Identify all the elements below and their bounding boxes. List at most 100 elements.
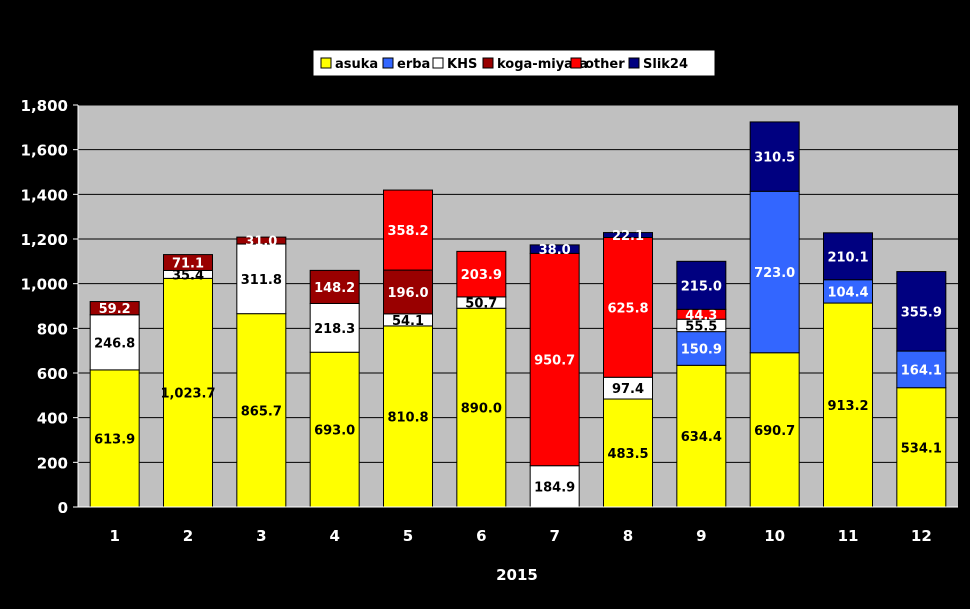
x-tick-label: 2 [183,527,193,545]
data-label: 55.5 [685,319,717,334]
x-tick-label: 11 [838,527,859,545]
data-label: 1,023.7 [160,387,215,402]
data-label: 310.5 [754,151,795,166]
x-axis-title: 2015 [496,566,538,584]
data-label: 71.1 [172,257,204,272]
bar-segment-koga-miyata [383,269,433,315]
bar-segment-slik24 [823,232,873,281]
data-label: 625.8 [607,301,648,316]
data-label: 311.8 [241,273,282,288]
data-label: 865.7 [241,404,282,419]
bar-segment-other [603,237,653,378]
x-tick-label: 6 [476,527,486,545]
legend-entry: other [585,57,625,72]
y-tick-label: 200 [37,454,68,472]
data-label: 44.3 [685,308,717,323]
data-label: 810.8 [387,410,428,425]
bar-segment-koga-miyata [236,236,287,245]
data-label: 534.1 [901,441,942,456]
y-tick-label: 1,800 [21,97,68,115]
y-tick-label: 0 [58,499,68,517]
legend-swatch [320,57,332,69]
x-tick-label: 8 [623,527,633,545]
data-label: 690.7 [754,424,795,439]
bar-segment-other [529,252,580,467]
data-label: 54.1 [392,314,424,329]
data-label: 613.9 [94,432,135,447]
bar-segment-koga-miyata [309,269,360,304]
bar-segment-asuka [309,351,360,508]
data-label: 184.9 [534,480,575,495]
bar-segment-asuka [603,398,653,508]
bar-segment-asuka [456,307,507,508]
data-label: 97.4 [612,382,644,397]
bar-segment-asuka [896,387,947,508]
data-label: 22.1 [612,229,644,244]
y-tick-label: 1,200 [21,231,68,249]
bar-segment-slik24 [749,121,800,192]
data-label: 31.0 [245,235,277,250]
y-tick-label: 400 [37,410,68,428]
y-tick-label: 1,000 [21,276,68,294]
y-tick-label: 1,400 [21,186,68,204]
data-label: 634.4 [681,430,722,445]
x-tick-label: 3 [256,527,266,545]
data-label: 59.2 [99,302,131,317]
bar-segment-slik24 [896,271,947,352]
bar-segment-slik24 [676,260,727,310]
data-label: 693.0 [314,424,355,439]
data-label: 355.9 [901,305,942,320]
legend-entry: KHS [447,57,477,72]
bar-segment-asuka [236,313,287,508]
data-label: 723.0 [754,266,795,281]
data-label: 246.8 [94,336,135,351]
data-label: 150.9 [681,342,722,357]
bar-segment-koga-miyata [163,254,213,271]
bar-segment-slik24 [603,232,653,239]
data-label: 203.9 [461,268,502,283]
bar-segment-asuka [749,352,800,508]
y-tick-label: 1,600 [21,142,68,160]
y-tick-label: 800 [37,320,68,338]
legend-swatch [432,57,444,69]
data-label: 913.2 [827,399,868,414]
bar-segment-asuka [823,302,873,508]
y-tick-label: 600 [37,365,68,383]
x-tick-label: 4 [329,527,339,545]
bar-segment-erba [676,331,727,366]
plot-area [78,105,958,507]
data-label: 483.5 [607,447,648,462]
data-label: 215.0 [681,279,722,294]
data-label: 890.0 [461,402,502,417]
bar-segment-erba [749,190,800,354]
bar-segment-khs [236,243,287,315]
legend-entry: koga-miyata [497,57,588,72]
legend-box [312,49,716,77]
bar-segment-asuka [89,369,140,508]
x-tick-label: 10 [764,527,785,545]
data-label: 38.0 [539,243,571,258]
x-tick-label: 1 [109,527,119,545]
data-label: 210.1 [827,250,868,265]
data-label: 164.1 [901,363,942,378]
legend-swatch [482,57,494,69]
legend-swatch [382,57,394,69]
x-tick-label: 9 [696,527,706,545]
data-label: 218.3 [314,322,355,337]
data-label: 950.7 [534,354,575,369]
legend-swatch [570,57,582,69]
legend-entry: Slik24 [643,57,688,72]
data-label: 148.2 [314,281,355,296]
bar-segment-asuka [163,277,213,508]
bar-segment-other [456,250,507,298]
bar-segment-asuka [383,325,433,508]
bar-segment-koga-miyata [89,301,140,316]
data-label: 35.4 [172,268,204,283]
legend-swatch [628,57,640,69]
bar-segment-other [383,189,433,271]
x-tick-label: 7 [549,527,559,545]
bar-segment-khs [529,465,580,508]
data-label: 104.4 [827,285,868,300]
